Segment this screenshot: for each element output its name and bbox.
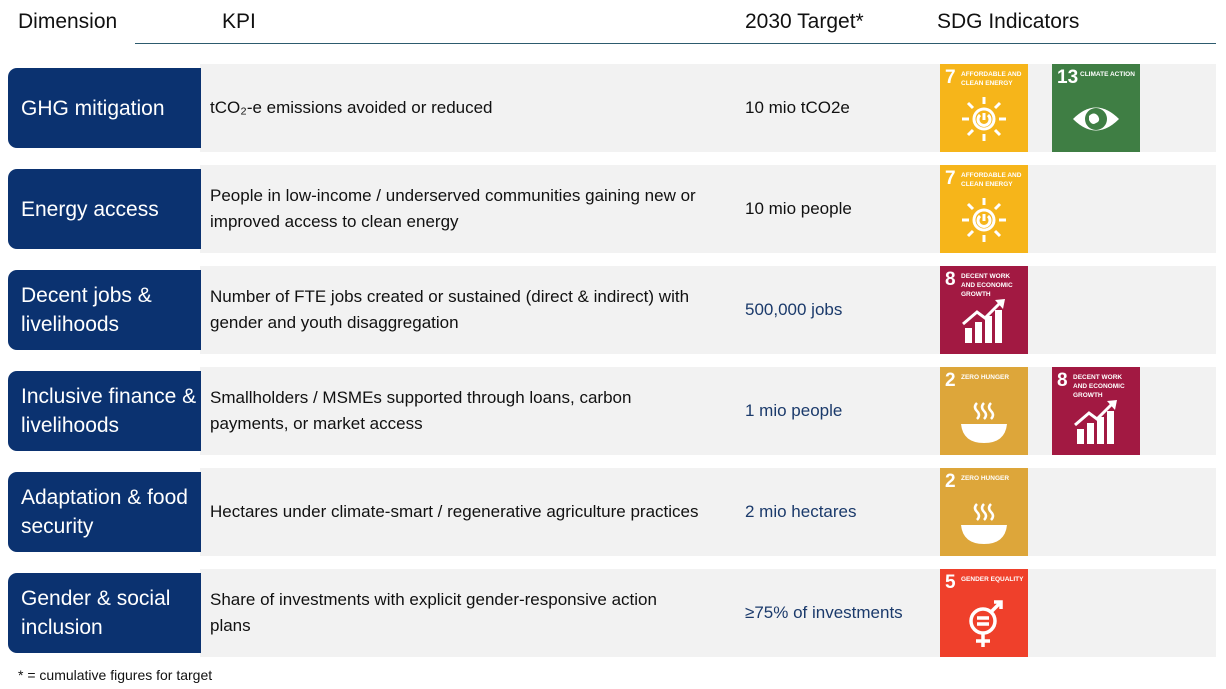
eye-symbol	[1073, 107, 1119, 131]
dimension: Gender & social inclusion	[8, 573, 201, 653]
sdg-number: 2	[945, 370, 956, 391]
kpi: Number of FTE jobs created or sustained …	[210, 287, 690, 332]
header-target: 2030 Target*	[745, 10, 864, 33]
table-row: GHG mitigation tCO₂-e emissions avoided …	[8, 64, 1216, 152]
sdg-icon: 13 CLIMATE ACTION	[1052, 64, 1140, 152]
sdg-number: 13	[1057, 67, 1079, 88]
sun-symbol	[962, 198, 1006, 242]
header-kpi: KPI	[222, 10, 256, 33]
sdg-label: DECENT WORK AND ECONOMIC GROWTH	[961, 273, 1013, 298]
bowl-symbol	[961, 402, 1007, 443]
kpi: People in low-income / underserved commu…	[210, 186, 696, 231]
kpi: Smallholders / MSMEs supported through l…	[210, 388, 632, 433]
dimension: GHG mitigation	[8, 68, 201, 148]
sdg-number: 7	[945, 67, 956, 88]
row-background	[200, 367, 1216, 455]
sdg-label: AFFORDABLE AND CLEAN ENERGY	[961, 172, 1022, 188]
sdg-label: CLIMATE ACTION	[1080, 71, 1135, 78]
bowl-symbol	[961, 503, 1007, 544]
sdg-icon: 8 DECENT WORK AND ECONOMIC GROWTH	[1052, 367, 1140, 455]
sdg-label: DECENT WORK AND ECONOMIC GROWTH	[1073, 374, 1125, 399]
sdg-number: 2	[945, 471, 956, 492]
dimension: Inclusive finance & livelihoods	[8, 371, 201, 451]
sdg-label: AFFORDABLE AND CLEAN ENERGY	[961, 71, 1022, 87]
gender-symbol	[969, 600, 1003, 647]
sdg-label: ZERO HUNGER	[961, 475, 1010, 482]
footnote: * = cumulative figures for target	[18, 667, 213, 683]
sun-symbol	[962, 97, 1006, 141]
dimension: Adaptation & food security	[8, 472, 201, 552]
header-sdg: SDG Indicators	[937, 10, 1080, 33]
sdg-label: GENDER EQUALITY	[961, 576, 1024, 583]
table-row: Energy access People in low-income / und…	[8, 165, 1216, 253]
kpi: Share of investments with explicit gende…	[210, 590, 657, 635]
row-background	[200, 569, 1216, 657]
growth-symbol	[1074, 400, 1117, 444]
growth-symbol	[962, 299, 1005, 343]
row-background	[200, 266, 1216, 354]
sdg-icon: 5 GENDER EQUALITY	[940, 569, 1028, 657]
sdg-icon: 7 AFFORDABLE AND CLEAN ENERGY	[940, 64, 1028, 152]
sdg-label: ZERO HUNGER	[961, 374, 1010, 381]
sdg-icon: 2 ZERO HUNGER	[940, 468, 1028, 556]
target: ≥75% of investments	[745, 603, 903, 622]
sdg-icon: 7 AFFORDABLE AND CLEAN ENERGY	[940, 165, 1028, 253]
row-background	[200, 468, 1216, 556]
target: 10 mio people	[745, 199, 852, 218]
sdg-number: 8	[945, 269, 956, 290]
row-background	[200, 64, 1216, 152]
target: 2 mio hectares	[745, 502, 857, 521]
dimension: Energy access	[8, 169, 201, 249]
target: 1 mio people	[745, 401, 843, 420]
kpi: Hectares under climate-smart / regenerat…	[210, 502, 699, 521]
table-row: Gender & social inclusion Share of inves…	[8, 569, 1216, 657]
target: 10 mio tCO2e	[745, 98, 850, 117]
row-background	[200, 165, 1216, 253]
sdg-number: 7	[945, 168, 956, 189]
sdg-icon: 2 ZERO HUNGER	[940, 367, 1028, 455]
header-dimension: Dimension	[18, 10, 118, 33]
sdg-icon: 8 DECENT WORK AND ECONOMIC GROWTH	[940, 266, 1028, 354]
table-row: Adaptation & food security Hectares unde…	[8, 468, 1216, 556]
target: 500,000 jobs	[745, 300, 843, 319]
sdg-number: 5	[945, 572, 956, 593]
kpi: tCO₂-e emissions avoided or reduced	[210, 98, 493, 117]
dimension: Decent jobs & livelihoods	[8, 270, 201, 350]
sdg-number: 8	[1057, 370, 1068, 391]
table-row: Decent jobs & livelihoods Number of FTE …	[8, 266, 1216, 354]
table-row: Inclusive finance & livelihoods Smallhol…	[8, 367, 1216, 455]
header-rule	[135, 43, 1216, 44]
